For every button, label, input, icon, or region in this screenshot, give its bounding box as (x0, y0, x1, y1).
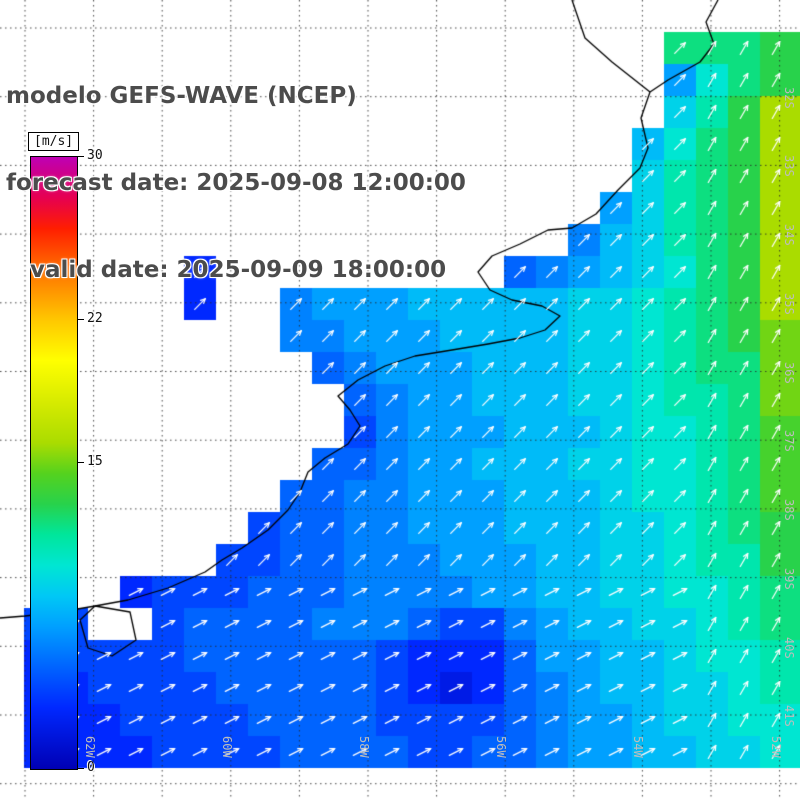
colorbar-gradient (30, 156, 78, 770)
colorbar-tick-label: 22 (87, 311, 103, 327)
colorbar-tick-mark (77, 767, 84, 769)
colorbar-tick-label: 15 (87, 454, 103, 469)
valid-date: valid date: 2025-09-09 18:00:00 (6, 257, 447, 283)
title-block: modelo GEFS-WAVE (NCEP) forecast date: 2… (6, 24, 466, 314)
colorbar-tick-label: 30 (87, 148, 103, 163)
colorbar-tick-mark (77, 318, 84, 320)
colorbar-tick-label: 0 (87, 760, 95, 775)
colorbar-tick-mark (77, 155, 84, 157)
colorbar: [m/s] 30 22 15 0 (28, 132, 118, 784)
colorbar-units-label: [m/s] (28, 132, 80, 151)
model-title: modelo GEFS-WAVE (NCEP) (6, 83, 357, 109)
colorbar-tick-mark (77, 461, 84, 463)
forecast-date: forecast date: 2025-09-08 12:00:00 (6, 170, 466, 196)
